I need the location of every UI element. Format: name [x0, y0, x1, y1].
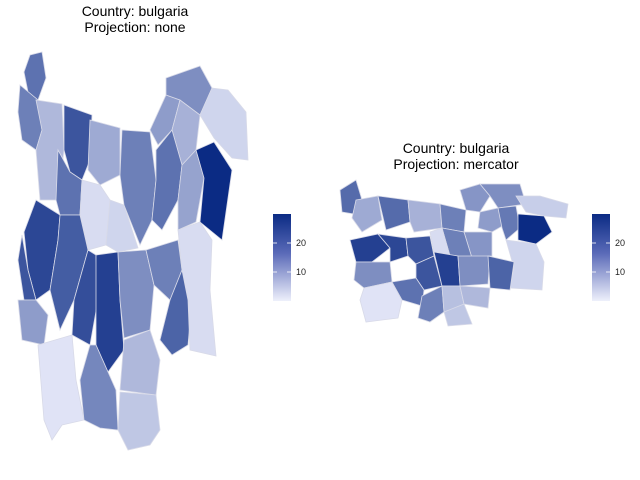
region[interactable]	[457, 255, 491, 287]
region[interactable]	[377, 233, 409, 263]
region[interactable]	[49, 214, 89, 332]
legend-colorbar	[273, 214, 291, 301]
region[interactable]	[417, 285, 445, 323]
region[interactable]	[479, 183, 527, 209]
region[interactable]	[117, 391, 161, 451]
region[interactable]	[17, 299, 49, 346]
region[interactable]	[407, 199, 443, 233]
region[interactable]	[105, 199, 139, 253]
region[interactable]	[177, 221, 217, 357]
legend-tick-label: 20	[615, 238, 625, 248]
region[interactable]	[517, 213, 553, 245]
choropleth-map	[17, 51, 249, 451]
legend-tick-label: 10	[615, 267, 625, 277]
map-title: Country: bulgaria Projection: mercator	[330, 140, 582, 172]
title-projection: Projection: mercator	[393, 156, 519, 172]
legend: 10 20	[273, 214, 306, 301]
region[interactable]	[151, 129, 183, 231]
region[interactable]	[505, 239, 545, 291]
region[interactable]	[351, 195, 383, 233]
title-country: Country: bulgaria	[402, 140, 510, 156]
choropleth-map	[339, 179, 569, 327]
map-title: Country: bulgaria Projection: none	[0, 3, 270, 35]
map-panel-none: Country: bulgaria Projection: none	[0, 0, 306, 480]
region[interactable]	[515, 195, 569, 219]
region[interactable]	[349, 233, 391, 263]
legend-colorbar	[592, 214, 610, 301]
region[interactable]	[459, 285, 491, 309]
region[interactable]	[119, 129, 157, 246]
title-projection: Projection: none	[84, 19, 186, 35]
legend-tick-label: 10	[296, 267, 306, 277]
legend-tick-label: 20	[296, 238, 306, 248]
region[interactable]	[195, 141, 233, 241]
region[interactable]	[415, 255, 443, 291]
legend: 10 20	[592, 214, 625, 301]
region[interactable]	[87, 119, 121, 186]
region[interactable]	[119, 329, 161, 396]
title-country: Country: bulgaria	[81, 3, 189, 19]
region[interactable]	[443, 303, 473, 327]
region[interactable]	[497, 205, 521, 241]
region[interactable]	[199, 87, 249, 161]
region[interactable]	[459, 183, 491, 213]
region[interactable]	[487, 255, 515, 291]
map-panel-mercator: Country: bulgaria Projection: mercator	[330, 0, 640, 480]
region[interactable]	[37, 334, 85, 441]
